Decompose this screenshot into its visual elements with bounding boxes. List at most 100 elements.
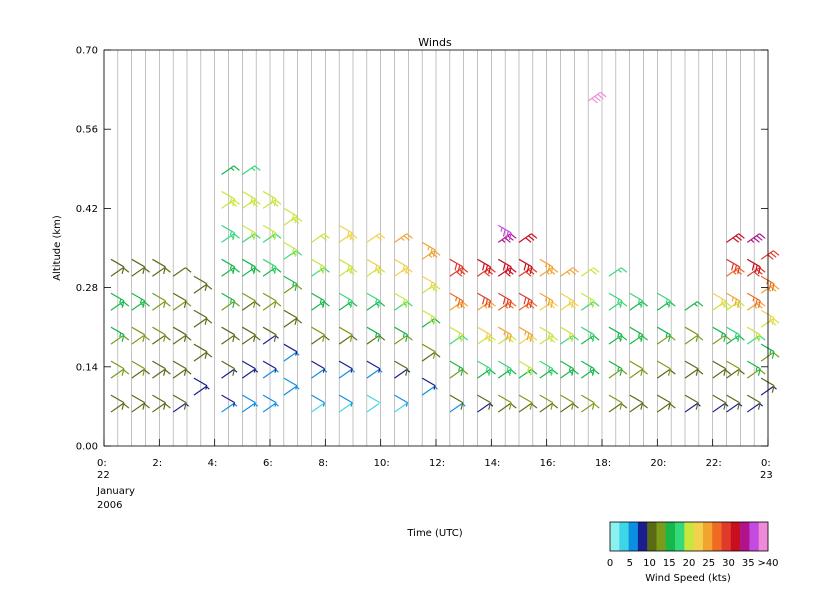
- wind-barb: [311, 402, 325, 413]
- wind-barb: [131, 335, 150, 345]
- wind-barb: [394, 394, 409, 407]
- wind-barb: [242, 360, 256, 373]
- wind-barb: [338, 394, 353, 407]
- wind-barb: [421, 343, 436, 359]
- wind-barb: [656, 369, 676, 379]
- wind-barb: [587, 91, 607, 104]
- wind-barb: [518, 233, 538, 243]
- wind-barb: [131, 292, 146, 308]
- wind-barb: [110, 402, 130, 413]
- wind-barb: [449, 394, 464, 410]
- colorbar-tick-label: 25: [702, 558, 715, 569]
- wind-barb: [560, 292, 575, 308]
- wind-barb: [193, 385, 210, 396]
- y-tick-label: 0.14: [76, 362, 98, 373]
- wind-barb: [657, 360, 671, 376]
- wind-barb: [449, 369, 469, 379]
- wind-barb: [726, 292, 741, 308]
- colorbar-tick-label: 5: [627, 558, 633, 569]
- x-tick-label: 22:: [706, 458, 722, 469]
- wind-barb: [629, 326, 644, 342]
- wind-barb: [221, 301, 240, 311]
- wind-barb: [193, 377, 208, 390]
- y-tick-label: 0.28: [76, 283, 98, 294]
- wind-barb: [629, 402, 648, 413]
- wind-barb: [338, 369, 355, 379]
- wind-barb: [518, 292, 533, 308]
- wind-barb: [518, 326, 533, 342]
- wind-barb: [110, 267, 130, 277]
- x-tick-label: 0:: [97, 458, 107, 469]
- wind-barb: [497, 224, 512, 241]
- wind-barb: [172, 369, 192, 379]
- y-tick-label: 0.00: [76, 442, 98, 453]
- wind-barb: [608, 402, 628, 413]
- wind-barb: [394, 335, 413, 345]
- colorbar-segment: [721, 522, 732, 551]
- wind-barb: [580, 292, 595, 308]
- colorbar-segment: [749, 522, 760, 551]
- wind-barb: [684, 394, 699, 410]
- colorbar-segment: [693, 522, 704, 551]
- wind-barb: [131, 326, 146, 342]
- wind-barb: [629, 369, 648, 379]
- x-tick-label: 14:: [484, 458, 500, 469]
- wind-barb: [221, 258, 236, 275]
- wind-barb: [760, 352, 780, 362]
- wind-barb: [311, 335, 330, 345]
- wind-barb: [283, 385, 300, 396]
- wind-barb: [656, 402, 676, 413]
- wind-barb: [497, 402, 517, 413]
- wind-barb: [449, 258, 464, 275]
- colorbar-tick-label: 15: [663, 558, 676, 569]
- colorbar-segment: [637, 522, 648, 551]
- wind-barb: [449, 402, 466, 413]
- wind-barb: [656, 335, 676, 345]
- wind-barb: [338, 224, 353, 241]
- wind-barb: [539, 402, 559, 413]
- wind-barb: [172, 326, 187, 342]
- wind-barb: [152, 258, 166, 275]
- wind-barb: [338, 335, 358, 345]
- wind-barb: [449, 326, 464, 342]
- wind-barb: [760, 377, 775, 393]
- date-year: 2006: [97, 500, 122, 511]
- wind-barb: [684, 360, 699, 376]
- wind-barb: [221, 394, 236, 407]
- wind-barb: [449, 360, 464, 376]
- wind-barb: [193, 318, 213, 328]
- wind-barb: [366, 394, 381, 404]
- wind-barb: [262, 224, 277, 241]
- colorbar: [609, 521, 769, 552]
- wind-barb: [497, 267, 517, 277]
- wind-barb: [311, 292, 326, 308]
- colorbar-tick-label: 30: [722, 558, 735, 569]
- wind-barb: [131, 394, 146, 410]
- wind-barb: [110, 360, 125, 376]
- wind-barb: [152, 326, 166, 342]
- wind-barb: [497, 258, 512, 275]
- wind-barb: [629, 292, 644, 308]
- wind-barb: [657, 394, 671, 410]
- colorbar-tick-label: 10: [643, 558, 656, 569]
- wind-barb: [366, 326, 381, 342]
- wind-barb: [684, 369, 704, 379]
- wind-barb: [311, 360, 326, 373]
- wind-barb: [283, 318, 303, 328]
- wind-barb: [394, 233, 413, 243]
- wind-barb: [262, 402, 279, 413]
- wind-barb: [193, 275, 208, 291]
- wind-barb: [338, 402, 352, 413]
- colorbar-segment: [702, 522, 713, 551]
- wind-barb: [262, 326, 277, 342]
- wind-barb: [746, 326, 761, 342]
- vertical-grid: [103, 50, 769, 446]
- wind-barb: [172, 335, 192, 345]
- wind-barb: [193, 352, 213, 362]
- colorbar-segment: [684, 522, 694, 551]
- wind-barb: [746, 394, 761, 410]
- wind-barb: [283, 275, 298, 291]
- wind-barb: [477, 394, 492, 410]
- wind-barb: [242, 224, 256, 241]
